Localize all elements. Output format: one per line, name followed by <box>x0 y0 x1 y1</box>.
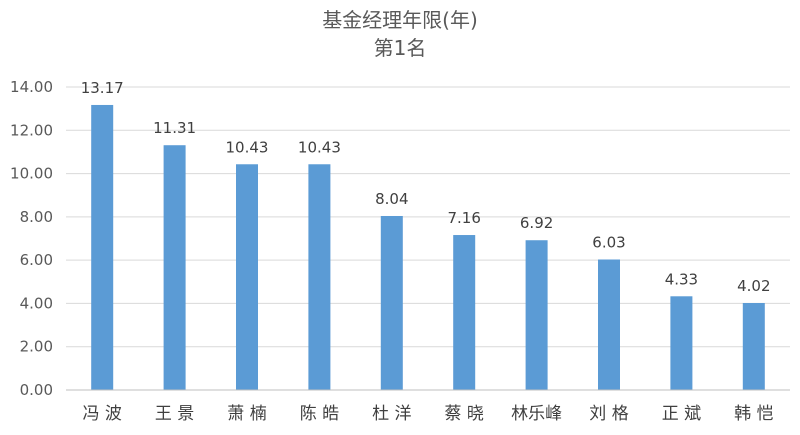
x-axis-categories: 冯 波 王 景 萧 楠 陈 皓 杜 洋 蔡 晓 林乐峰 刘 格 正 斌 韩 恺 <box>82 404 773 424</box>
y-axis-ticks: 0.00 2.00 4.00 6.00 8.00 10.00 12.00 14.00 <box>10 78 53 399</box>
gridlines <box>66 86 790 348</box>
data-label: 10.43 <box>226 138 269 156</box>
data-label: 7.16 <box>447 209 480 227</box>
data-label: 4.33 <box>665 270 698 288</box>
y-tick-label: 4.00 <box>20 294 53 312</box>
data-label: 4.02 <box>737 277 770 295</box>
x-category-label: 林乐峰 <box>511 404 562 424</box>
data-labels: 13.17 11.31 10.43 10.43 8.04 7.16 6.92 6.03 4.33… <box>81 79 771 295</box>
x-category-label: 杜 洋 <box>372 404 411 424</box>
data-label: 13.17 <box>81 79 124 97</box>
x-category-label: 刘 格 <box>589 404 628 424</box>
x-category-label: 王 景 <box>155 404 194 424</box>
chart-title: 基金经理年限(年) <box>322 8 478 32</box>
bar <box>598 259 620 390</box>
data-label: 8.04 <box>375 190 408 208</box>
y-tick-label: 14.00 <box>10 78 53 96</box>
x-category-label: 正 斌 <box>662 404 701 424</box>
bar <box>525 240 548 390</box>
bar <box>742 302 765 390</box>
bar <box>91 104 114 391</box>
data-label: 6.03 <box>592 233 625 251</box>
x-category-label: 蔡 晓 <box>444 404 483 424</box>
bar <box>453 235 476 390</box>
bar <box>163 145 186 390</box>
x-category-label: 冯 波 <box>82 404 121 424</box>
data-label: 11.31 <box>153 119 196 137</box>
y-tick-label: 0.00 <box>20 381 53 399</box>
bar <box>380 215 403 390</box>
y-tick-label: 8.00 <box>20 208 53 226</box>
data-label: 6.92 <box>520 214 553 232</box>
data-label: 10.43 <box>298 138 341 156</box>
bars <box>91 104 765 391</box>
bar <box>670 296 693 390</box>
y-tick-label: 2.00 <box>20 338 53 356</box>
y-tick-label: 12.00 <box>10 121 53 139</box>
bar <box>236 164 258 390</box>
chart-subtitle: 第1名 <box>374 36 427 60</box>
x-category-label: 韩 恺 <box>734 404 773 424</box>
x-category-label: 萧 楠 <box>227 404 266 424</box>
bar <box>308 164 331 390</box>
x-category-label: 陈 皓 <box>300 404 339 424</box>
y-tick-label: 10.00 <box>10 165 53 183</box>
y-tick-label: 6.00 <box>20 251 53 269</box>
